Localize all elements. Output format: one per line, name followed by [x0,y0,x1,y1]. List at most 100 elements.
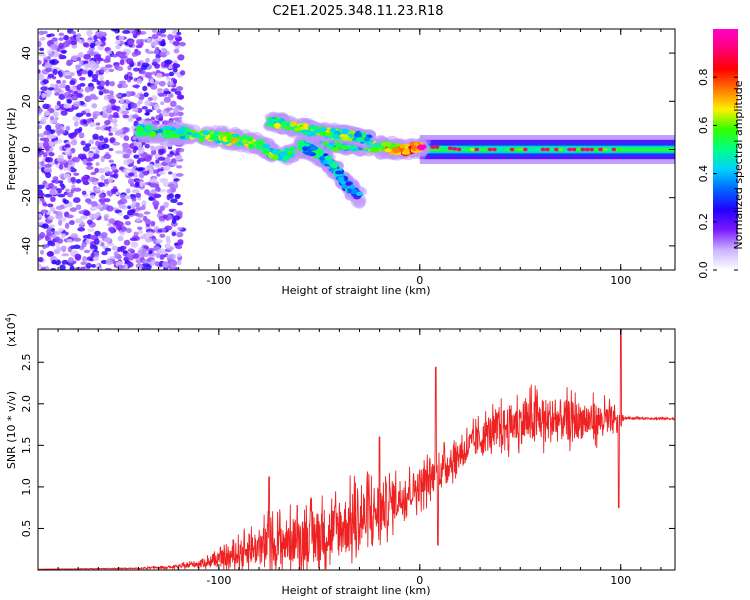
noise-blob [176,253,182,258]
noise-blob [164,59,173,65]
noise-blob [118,35,125,41]
noise-blob [155,53,161,59]
lower-branch-blob [345,181,352,186]
noise-blob [172,159,177,164]
noise-blob [95,162,100,166]
noise-blob [39,137,48,142]
noise-blob [144,219,152,225]
noise-blob [131,200,137,206]
noise-blob [147,97,153,101]
noise-blob [149,182,158,188]
noise-blob [131,114,139,119]
noise-blob [110,188,119,193]
noise-blob [172,67,178,73]
noise-blob [88,176,97,183]
spectrogram-content [38,29,675,270]
noise-blob [90,146,98,150]
noise-blob [110,165,117,171]
main-track-blob [230,133,240,138]
upper-branch-blob [303,131,311,136]
noise-blob [89,42,95,49]
noise-blob [54,92,60,96]
noise-blob [54,236,61,242]
upper-branch-blob [309,131,316,136]
noise-blob [38,133,46,138]
noise-blob [174,90,182,96]
noise-blob [53,210,58,214]
noise-blob [106,107,113,114]
noise-blob [63,203,69,208]
noise-blob [87,69,94,77]
noise-blob [42,141,50,148]
noise-blob [112,114,120,119]
noise-blob [154,63,161,69]
noise-blob [98,135,104,141]
track-point [589,147,595,152]
noise-blob [132,252,140,259]
noise-blob [164,225,173,231]
track-point [562,147,568,152]
noise-blob [145,57,150,63]
noise-blob [104,267,112,270]
noise-blob [146,264,152,270]
noise-blob [58,71,63,78]
noise-blob [103,58,111,63]
track-point [567,147,573,152]
noise-blob [126,252,134,259]
main-track-blob [272,154,279,161]
noise-blob [65,188,70,193]
noise-blob [93,54,102,60]
noise-blob [127,261,134,268]
noise-blob [157,148,165,156]
noise-blob [60,232,66,239]
main-track-blob [417,144,426,151]
noise-blob [39,250,44,255]
noise-blob [58,37,64,41]
noise-blob [71,55,79,62]
noise-blob [134,94,141,98]
noise-blob [66,60,72,67]
noise-blob [153,49,160,55]
noise-blob [126,211,134,216]
noise-blob [132,84,141,89]
noise-blob [166,214,173,220]
noise-blob [119,59,125,66]
noise-blob [103,89,110,94]
noise-blob [115,44,121,50]
upper-branch-blob [353,132,363,138]
noise-blob [111,245,118,251]
noise-blob [56,210,63,217]
noise-blob [171,231,177,237]
main-track-blob [149,130,157,138]
noise-blob [85,143,92,148]
noise-blob [146,231,154,238]
noise-blob [89,194,96,199]
snr-ytick-label: 0.5 [20,520,33,538]
noise-blob [38,184,45,190]
upper-branch-blob [267,118,275,125]
noise-blob [127,40,134,46]
noise-blob [38,53,46,57]
noise-blob [81,241,87,248]
track-point [575,147,582,152]
noise-blob [174,155,183,161]
noise-blob [83,249,91,254]
noise-blob [175,244,183,250]
noise-blob [121,51,127,56]
noise-blob [150,259,156,266]
noise-blob [69,207,77,212]
track-point [553,147,560,152]
noise-blob [122,30,131,34]
noise-blob [158,80,166,87]
noise-blob [43,130,51,136]
noise-blob [76,56,82,62]
noise-blob [47,142,55,147]
noise-blob [141,204,146,211]
noise-blob [68,220,75,225]
noise-blob [88,60,96,67]
noise-blob [172,34,181,39]
noise-blob [70,245,76,250]
noise-blob [51,259,57,265]
noise-blob [75,218,83,224]
track-point [491,147,498,152]
